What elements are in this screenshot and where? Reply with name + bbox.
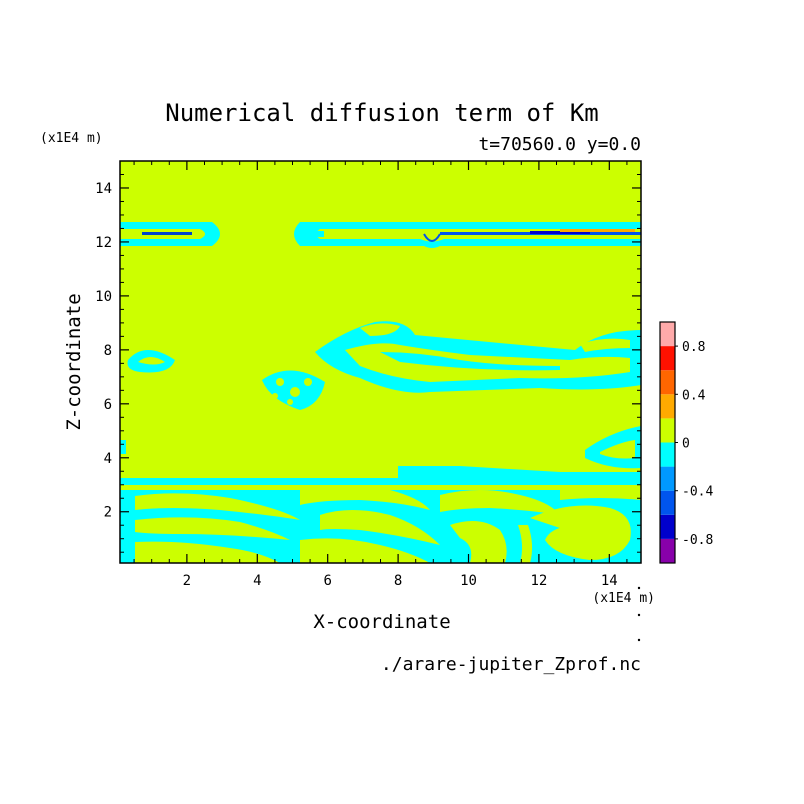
colorbar-tick-label: -0.4 xyxy=(682,485,713,500)
y-tick-label: 2 xyxy=(104,505,112,521)
upper-band xyxy=(120,222,641,248)
edge-blip xyxy=(120,440,126,454)
colorbar-segment xyxy=(660,442,675,467)
chart-subtitle: t=70560.0 y=0.0 xyxy=(478,134,641,155)
colorbar-segment xyxy=(660,394,675,419)
y-tick-label: 6 xyxy=(104,397,112,413)
colorbar-segment xyxy=(660,370,675,395)
eddy-mid xyxy=(262,370,325,410)
colorbar-segment xyxy=(660,322,675,347)
colorbar-segment xyxy=(660,346,675,371)
chart-title: Numerical diffusion term of Km xyxy=(165,99,598,127)
x-tick-label: 6 xyxy=(323,573,331,589)
y-tick-label: 4 xyxy=(104,451,112,467)
colorbar-tick-label: 0.4 xyxy=(682,388,706,403)
x-tick-label: 2 xyxy=(183,573,191,589)
x-tick-label: 4 xyxy=(253,573,261,589)
marker-dot xyxy=(637,586,641,590)
plot-area xyxy=(120,161,641,563)
x-tick-label: 8 xyxy=(394,573,402,589)
source-file: ./arare-jupiter_Zprof.nc xyxy=(381,654,641,675)
x-unit-label: (x1E4 m) xyxy=(592,591,655,606)
colorbar-segment xyxy=(660,466,675,491)
colorbar-tick-label: 0 xyxy=(682,437,690,452)
x-axis: 2 4 6 8 10 12 14 xyxy=(133,161,628,589)
y-tick-label: 12 xyxy=(95,235,112,251)
y-unit-label: (x1E4 m) xyxy=(40,131,103,146)
colorbar-tick-label: 0.8 xyxy=(682,340,705,355)
lower-layer xyxy=(120,466,641,563)
y-tick-label: 8 xyxy=(104,343,112,359)
eddy-right xyxy=(585,426,641,469)
x-tick-label: 14 xyxy=(601,573,618,589)
x-axis-label: X-coordinate xyxy=(313,611,450,633)
colorbar-segment xyxy=(660,418,675,443)
x-tick-label: 12 xyxy=(530,573,547,589)
colorbar-labels: -0.8 -0.4 0 0.4 0.8 xyxy=(675,340,713,548)
colorbar-segment xyxy=(660,514,675,539)
colorbar-tick-label: -0.8 xyxy=(682,533,713,548)
y-axis: 2 4 6 8 10 12 14 xyxy=(95,160,641,553)
marker-dot xyxy=(637,638,641,642)
y-axis-label: Z-coordinate xyxy=(63,293,85,430)
eddy-large xyxy=(315,321,641,393)
y-tick-label: 14 xyxy=(95,181,112,197)
eddy-left xyxy=(127,350,175,373)
colorbar xyxy=(659,321,676,564)
colorbar-segment xyxy=(660,490,675,515)
marker-dot xyxy=(637,613,641,617)
y-tick-label: 10 xyxy=(95,289,112,305)
x-tick-label: 10 xyxy=(460,573,477,589)
colorbar-segment xyxy=(660,538,675,563)
